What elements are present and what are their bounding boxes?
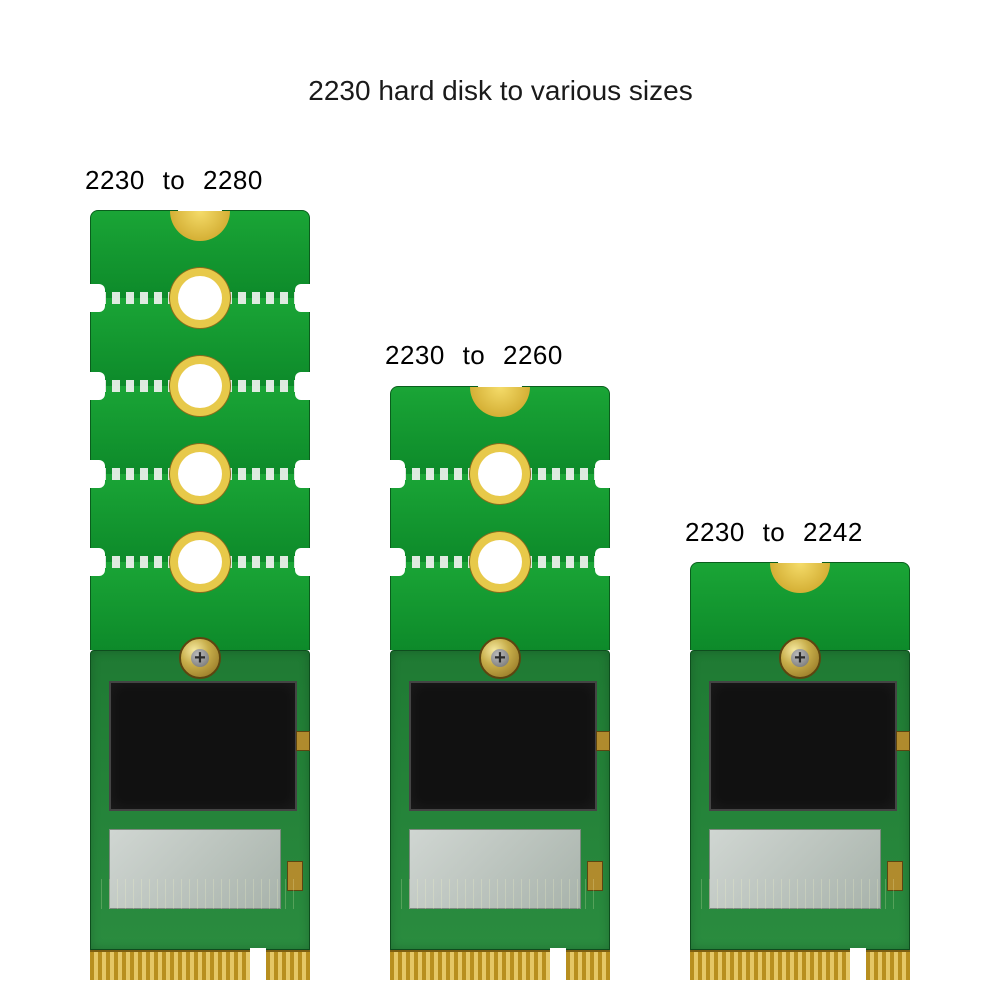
gold-notch-icon — [770, 563, 830, 593]
label-to-word: to — [463, 340, 486, 370]
card-2242 — [690, 562, 910, 980]
side-notch — [89, 460, 105, 488]
label-to-word: to — [163, 165, 186, 195]
side-notch — [295, 460, 311, 488]
page-title: 2230 hard disk to various sizes — [0, 75, 1001, 107]
screw-icon — [479, 637, 521, 679]
label-to: 2260 — [503, 340, 563, 370]
pcb-traces — [101, 879, 299, 909]
component — [596, 731, 610, 751]
extender-2260 — [390, 386, 610, 650]
side-notch — [389, 460, 405, 488]
connector-pins — [90, 950, 310, 980]
mount-hole-icon — [178, 364, 222, 408]
connector-key-notch — [250, 948, 266, 982]
connector-pins — [690, 950, 910, 980]
card-2280 — [90, 210, 310, 980]
nand-chip — [109, 681, 297, 811]
side-notch — [595, 548, 611, 576]
mount-hole-icon — [178, 452, 222, 496]
component — [296, 731, 310, 751]
label-to: 2242 — [803, 517, 863, 547]
side-notch — [89, 548, 105, 576]
label-from: 2230 — [685, 517, 745, 547]
gold-notch-icon — [470, 387, 530, 417]
mount-hole-icon — [178, 276, 222, 320]
connector-pins — [390, 950, 610, 980]
gold-notch-icon — [170, 211, 230, 241]
label-2260: 2230 to 2260 — [385, 340, 563, 371]
side-notch — [89, 372, 105, 400]
nand-chip — [409, 681, 597, 811]
label-from: 2230 — [85, 165, 145, 195]
screw-icon — [179, 637, 221, 679]
connector-key-notch — [850, 948, 866, 982]
mount-hole-icon — [178, 540, 222, 584]
extender-2280 — [90, 210, 310, 650]
side-notch — [389, 548, 405, 576]
label-to: 2280 — [203, 165, 263, 195]
side-notch — [89, 284, 105, 312]
ssd-2230 — [90, 650, 310, 950]
mount-hole-icon — [478, 452, 522, 496]
m2-connector — [690, 950, 910, 980]
pcb-traces — [701, 879, 899, 909]
side-notch — [595, 460, 611, 488]
side-notch — [295, 372, 311, 400]
ssd-2230 — [390, 650, 610, 950]
connector-key-notch — [550, 948, 566, 982]
screw-icon — [779, 637, 821, 679]
nand-chip — [709, 681, 897, 811]
label-2242: 2230 to 2242 — [685, 517, 863, 548]
mount-hole-icon — [478, 540, 522, 584]
pcb-traces — [401, 879, 599, 909]
component — [896, 731, 910, 751]
side-notch — [295, 284, 311, 312]
label-to-word: to — [763, 517, 786, 547]
m2-connector — [390, 950, 610, 980]
label-from: 2230 — [385, 340, 445, 370]
card-2260 — [390, 386, 610, 980]
m2-connector — [90, 950, 310, 980]
ssd-2230 — [690, 650, 910, 950]
label-2280: 2230 to 2280 — [85, 165, 263, 196]
side-notch — [295, 548, 311, 576]
